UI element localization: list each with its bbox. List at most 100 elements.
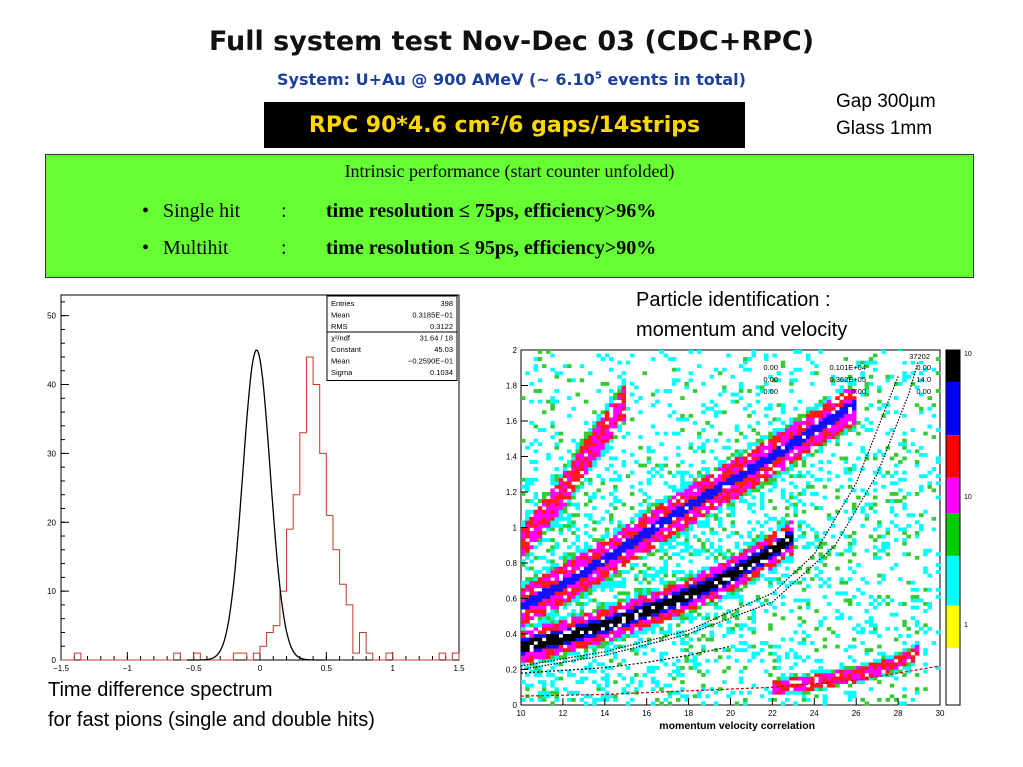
heatmap-cell: [533, 612, 539, 617]
heatmap-cell: [768, 570, 773, 574]
heatmap-cell: [663, 591, 668, 596]
heatmap-cell: [546, 612, 551, 617]
heatmap-cell: [801, 460, 807, 464]
heatmap-cell: [579, 577, 585, 582]
heatmap-cell: [604, 683, 610, 688]
heatmap-cell: [743, 477, 748, 482]
heatmap-cell: [797, 655, 803, 660]
heatmap-cell: [751, 541, 756, 546]
heatmap-cell: [646, 502, 652, 507]
heatmap-cell: [768, 389, 773, 393]
heatmap-cell: [671, 381, 677, 386]
heatmap-cell: [688, 509, 694, 514]
heatmap-cell: [705, 591, 710, 596]
heatmap-cell: [659, 598, 664, 603]
heatmap-cell: [588, 438, 593, 443]
heatmap-cell: [617, 385, 622, 390]
heatmap-cell: [734, 392, 740, 397]
heatmap-cell: [608, 492, 614, 496]
stats-value: 0.1034: [430, 368, 453, 377]
heatmap-cell: [638, 644, 643, 649]
heatmap-cell: [629, 548, 635, 553]
heatmap-cell: [793, 428, 798, 432]
heatmap-cell: [902, 470, 907, 475]
heatmap-cell: [923, 570, 928, 574]
heatmap-cell: [646, 573, 652, 578]
heatmap-cell: [646, 531, 652, 535]
bullet-separator: :: [281, 200, 287, 222]
heatmap-cell: [634, 623, 639, 628]
heatmap-cell: [571, 477, 576, 482]
heatmap-cell: [931, 516, 937, 521]
heatmap-cell: [906, 449, 911, 454]
heatmap-cell: [877, 673, 882, 677]
heatmap-cell: [529, 655, 534, 660]
heatmap-cell: [613, 563, 618, 567]
heatmap-cell: [902, 623, 907, 628]
heatmap-cell: [738, 548, 744, 553]
heatmap-cell: [588, 662, 593, 667]
heatmap-cell: [764, 641, 769, 645]
heatmap-cell: [839, 421, 844, 425]
heatmap-cell: [902, 371, 907, 376]
heatmap-cell: [688, 545, 694, 550]
heatmap-cell: [856, 665, 861, 670]
heatmap-cell: [546, 399, 551, 404]
heatmap-cell: [772, 470, 777, 475]
heatmap-cell: [550, 406, 555, 411]
heatmap-cell: [776, 428, 782, 432]
heatmap-cell: [550, 690, 555, 695]
heatmap-cell: [642, 630, 647, 635]
heatmap-cell: [571, 492, 576, 496]
heatmap-cell: [608, 424, 614, 429]
heatmap-cell: [579, 634, 585, 638]
heatmap-cell: [743, 555, 748, 560]
heatmap-cell: [814, 371, 819, 376]
heatmap-cell: [663, 499, 668, 503]
heatmap-cell: [688, 602, 694, 606]
heatmap-cell: [554, 474, 560, 479]
heatmap-cell: [701, 445, 706, 450]
heatmap-cell: [583, 641, 589, 645]
heatmap-cell: [713, 605, 719, 610]
heatmap-cell: [625, 523, 631, 528]
heatmap-cell: [575, 577, 580, 582]
heatmap-cell: [705, 587, 710, 592]
heatmap-cell: [805, 566, 811, 571]
heatmap-cell: [525, 587, 530, 592]
heatmap-cell: [914, 641, 920, 645]
heatmap-cell: [902, 495, 907, 500]
heatmap-cell: [688, 616, 694, 621]
heatmap-cell: [592, 431, 597, 436]
heatmap-cell: [613, 403, 618, 408]
time-caption-line2: for fast pions (single and double hits): [48, 709, 375, 731]
heatmap-cell: [617, 634, 622, 638]
heatmap-cell: [567, 484, 572, 489]
heatmap-cell: [554, 431, 560, 436]
heatmap-cell: [826, 417, 832, 422]
heatmap-cell: [608, 619, 614, 624]
heatmap-cell: [680, 413, 685, 418]
colorbar-label: 10: [964, 351, 972, 358]
heatmap-cell: [726, 694, 731, 699]
heatmap-cell: [638, 580, 643, 585]
heatmap-cell: [663, 456, 668, 461]
heatmap-cell: [692, 591, 698, 596]
heatmap-cell: [588, 616, 593, 621]
heatmap-cell: [684, 577, 689, 582]
heatmap-cell: [671, 616, 677, 621]
heatmap-cell: [525, 477, 530, 482]
heatmap-cell: [764, 669, 769, 674]
heatmap-cell: [600, 612, 606, 617]
heatmap-cell: [885, 697, 891, 702]
heatmap-cell: [567, 470, 572, 475]
heatmap-cell: [608, 417, 614, 422]
heatmap-cell: [571, 484, 576, 489]
heatmap-cell: [717, 495, 723, 500]
heatmap-cell: [650, 538, 656, 542]
heatmap-cell: [592, 449, 597, 454]
heatmap-cell: [608, 516, 614, 521]
heatmap-cell: [743, 367, 748, 372]
heatmap-cell: [801, 531, 807, 535]
heatmap-cell: [705, 538, 710, 542]
